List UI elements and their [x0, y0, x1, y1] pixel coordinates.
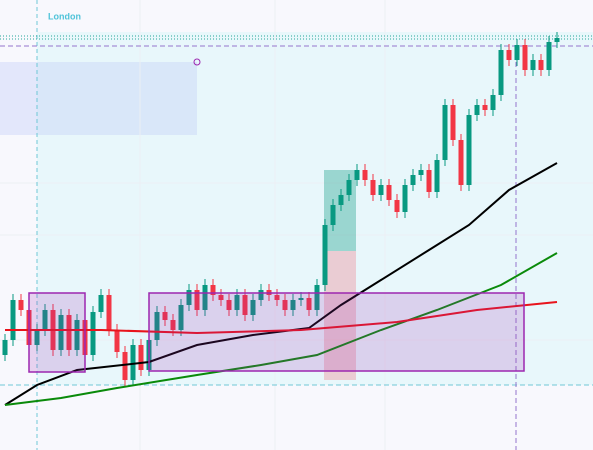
candle-body: [186, 290, 192, 305]
session-label: London: [48, 11, 81, 21]
candle-body: [258, 290, 264, 300]
candle-body: [346, 180, 352, 195]
candle-body: [106, 295, 112, 330]
candle-body: [546, 42, 552, 70]
candle-body: [386, 185, 392, 200]
candle-body: [330, 205, 336, 225]
candle-body: [466, 115, 472, 185]
candle-body: [394, 200, 400, 212]
candle-body: [498, 50, 504, 95]
candle-body: [2, 340, 8, 355]
candle-body: [130, 345, 136, 380]
candle-body: [418, 170, 424, 175]
candle-body: [114, 330, 120, 352]
candle-body: [34, 330, 40, 345]
candle-body: [98, 295, 104, 312]
candle-body: [554, 38, 560, 42]
range-box: [28, 292, 86, 373]
moving-average: [4, 252, 558, 406]
candle-body: [122, 352, 128, 380]
candle-body: [490, 95, 496, 110]
candle-body: [426, 170, 432, 192]
candle-body: [58, 315, 64, 350]
candle-body: [210, 285, 216, 295]
candle-body: [90, 312, 96, 355]
candle-body: [178, 305, 184, 330]
handle: [193, 58, 201, 66]
candle-body: [282, 300, 288, 310]
candle-body: [306, 298, 312, 310]
candle-body: [506, 50, 512, 60]
candle-body: [154, 312, 160, 340]
moving-average: [5, 301, 558, 335]
candle-body: [322, 225, 328, 285]
candle-body: [242, 295, 248, 315]
stop-zone: [324, 251, 356, 380]
candle-body: [354, 170, 360, 180]
range-box: [148, 292, 525, 372]
candle-body: [362, 170, 368, 180]
candle-body: [74, 320, 80, 350]
candle-body: [290, 300, 296, 310]
candle-body: [370, 180, 376, 195]
candle-body: [66, 315, 72, 350]
candle-body: [218, 295, 224, 300]
candle-body: [170, 320, 176, 330]
candle-body: [522, 45, 528, 70]
candle-body: [194, 290, 200, 310]
candle-body: [226, 300, 232, 310]
candle-body: [138, 345, 144, 370]
candle-body: [202, 285, 208, 310]
candle-body: [10, 300, 16, 340]
candle-body: [482, 105, 488, 110]
candle-body: [458, 140, 464, 185]
candle-body: [530, 60, 536, 70]
candle-body: [442, 105, 448, 160]
candle-body: [538, 60, 544, 70]
range-box: [0, 62, 197, 135]
candle-body: [378, 185, 384, 195]
candle-body: [410, 175, 416, 185]
candle-body: [234, 295, 240, 310]
candle-body: [434, 160, 440, 192]
candle-body: [450, 105, 456, 140]
candle-body: [42, 310, 48, 330]
candle-body: [514, 45, 520, 60]
candle-body: [162, 312, 168, 320]
candle-body: [298, 298, 304, 300]
plot: [2, 32, 560, 406]
moving-average: [4, 162, 558, 406]
candle-body: [274, 295, 280, 300]
candle-body: [402, 185, 408, 212]
candle-body: [250, 300, 256, 315]
candle-body: [314, 285, 320, 310]
candle-body: [474, 105, 480, 115]
candle-body: [338, 195, 344, 205]
candle-body: [18, 300, 24, 310]
